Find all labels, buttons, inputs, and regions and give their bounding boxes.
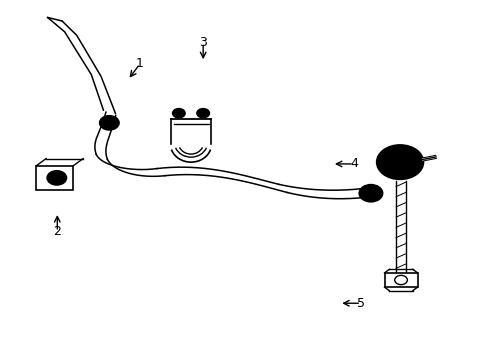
Text: 3: 3 — [199, 36, 207, 49]
Circle shape — [47, 171, 66, 185]
Circle shape — [376, 145, 423, 179]
Circle shape — [172, 109, 185, 118]
Circle shape — [197, 109, 209, 118]
FancyBboxPatch shape — [384, 273, 417, 287]
Circle shape — [359, 185, 382, 202]
FancyBboxPatch shape — [36, 166, 73, 190]
Text: 4: 4 — [349, 157, 357, 170]
Circle shape — [100, 116, 119, 130]
Text: 5: 5 — [356, 297, 365, 310]
Text: 1: 1 — [136, 57, 143, 71]
Text: 2: 2 — [53, 225, 61, 238]
